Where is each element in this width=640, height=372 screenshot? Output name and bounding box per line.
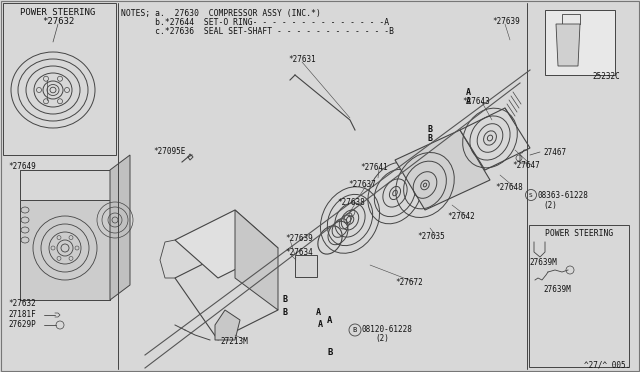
Text: B: B bbox=[428, 125, 433, 134]
Text: 25232C: 25232C bbox=[592, 72, 620, 81]
Text: *27643: *27643 bbox=[462, 97, 490, 106]
Text: b.*27644  SET-O RING- - - - - - - - - - - - - -A: b.*27644 SET-O RING- - - - - - - - - - -… bbox=[121, 18, 389, 27]
Text: *27672: *27672 bbox=[395, 278, 423, 287]
Text: *27641: *27641 bbox=[360, 163, 388, 172]
Text: A: A bbox=[316, 308, 321, 317]
Text: *27639: *27639 bbox=[285, 234, 313, 243]
Text: B: B bbox=[282, 295, 287, 304]
Text: POWER STEERING: POWER STEERING bbox=[20, 8, 95, 17]
Text: ^27/^ 005.: ^27/^ 005. bbox=[584, 360, 630, 369]
Text: *27632: *27632 bbox=[8, 299, 36, 308]
Polygon shape bbox=[215, 310, 240, 340]
Text: 08120-61228: 08120-61228 bbox=[362, 325, 413, 334]
Polygon shape bbox=[235, 210, 278, 310]
Text: A: A bbox=[465, 88, 470, 97]
Text: 27467: 27467 bbox=[543, 148, 566, 157]
Text: *27631: *27631 bbox=[288, 55, 316, 64]
Bar bbox=[529, 225, 629, 367]
Text: *27637: *27637 bbox=[348, 180, 376, 189]
Text: *27647: *27647 bbox=[512, 161, 540, 170]
Bar bbox=[562, 14, 580, 24]
Text: S: S bbox=[529, 192, 533, 198]
Text: *27639: *27639 bbox=[492, 17, 520, 26]
Bar bbox=[545, 10, 615, 75]
Text: c.*27636  SEAL SET-SHAFT - - - - - - - - - - - -B: c.*27636 SEAL SET-SHAFT - - - - - - - - … bbox=[121, 27, 394, 36]
Polygon shape bbox=[175, 210, 278, 278]
Polygon shape bbox=[20, 200, 110, 300]
Polygon shape bbox=[110, 155, 130, 300]
Text: 27639M: 27639M bbox=[543, 285, 571, 294]
Text: (2): (2) bbox=[375, 334, 389, 343]
Text: *27648: *27648 bbox=[495, 183, 523, 192]
Bar bbox=[295, 255, 317, 277]
Text: B: B bbox=[428, 134, 433, 143]
Text: NOTES; a.  27630  COMPRESSOR ASSY (INC.*): NOTES; a. 27630 COMPRESSOR ASSY (INC.*) bbox=[121, 9, 321, 18]
Text: *27642: *27642 bbox=[447, 212, 475, 221]
Text: *27634: *27634 bbox=[285, 248, 313, 257]
Bar bbox=[20, 170, 110, 300]
Text: *27632: *27632 bbox=[42, 17, 74, 26]
Text: *27638: *27638 bbox=[337, 198, 365, 207]
Text: B: B bbox=[353, 327, 357, 333]
Text: A: A bbox=[465, 97, 470, 106]
Text: A: A bbox=[327, 316, 333, 325]
Polygon shape bbox=[20, 170, 110, 200]
Text: 27639M: 27639M bbox=[529, 258, 557, 267]
Text: 27629P: 27629P bbox=[8, 320, 36, 329]
Polygon shape bbox=[460, 108, 530, 170]
Text: B: B bbox=[327, 348, 333, 357]
Text: 08363-61228: 08363-61228 bbox=[538, 191, 589, 200]
Text: POWER STEERING: POWER STEERING bbox=[545, 229, 613, 238]
Text: *27649: *27649 bbox=[8, 162, 36, 171]
Bar bbox=[3, 3, 116, 155]
Text: 27213M: 27213M bbox=[220, 337, 248, 346]
Polygon shape bbox=[175, 248, 278, 340]
Polygon shape bbox=[395, 130, 490, 210]
Text: B: B bbox=[282, 308, 287, 317]
Text: (2): (2) bbox=[543, 201, 557, 210]
Text: *27635: *27635 bbox=[417, 232, 445, 241]
Text: *27095E: *27095E bbox=[153, 147, 186, 156]
Polygon shape bbox=[556, 24, 580, 66]
Text: 27181F: 27181F bbox=[8, 310, 36, 319]
Text: A: A bbox=[317, 320, 323, 329]
